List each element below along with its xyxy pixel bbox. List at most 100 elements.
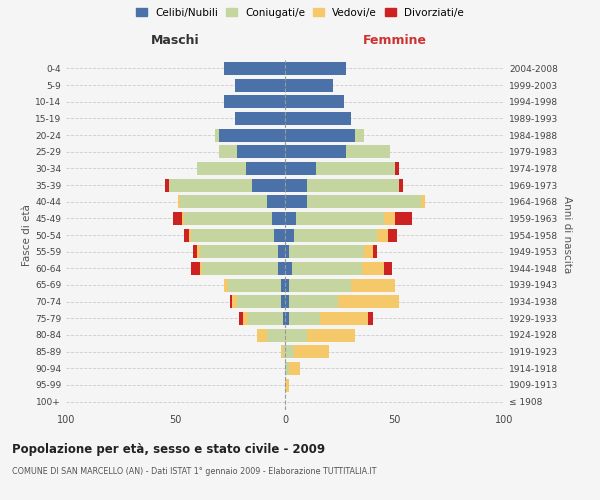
- Bar: [320, 312, 368, 325]
- Bar: [362, 262, 383, 275]
- Y-axis label: Anni di nascita: Anni di nascita: [562, 196, 572, 274]
- Bar: [193, 245, 197, 258]
- Bar: [285, 78, 333, 92]
- Bar: [285, 245, 289, 258]
- Bar: [285, 228, 294, 241]
- Bar: [257, 328, 268, 342]
- Y-axis label: Fasce di età: Fasce di età: [22, 204, 32, 266]
- Bar: [373, 245, 377, 258]
- Bar: [285, 62, 346, 75]
- Bar: [283, 312, 285, 325]
- Bar: [355, 128, 364, 141]
- Bar: [245, 162, 285, 175]
- Bar: [283, 345, 285, 358]
- Bar: [285, 262, 292, 275]
- Bar: [395, 212, 412, 225]
- Bar: [368, 312, 373, 325]
- Bar: [285, 295, 289, 308]
- Bar: [224, 62, 285, 75]
- Bar: [278, 245, 285, 258]
- Text: Femmine: Femmine: [362, 34, 427, 46]
- Bar: [307, 328, 355, 342]
- Bar: [285, 328, 307, 342]
- Bar: [289, 245, 364, 258]
- Bar: [274, 228, 285, 241]
- Bar: [289, 278, 350, 291]
- Bar: [364, 245, 373, 258]
- Bar: [232, 295, 237, 308]
- Bar: [164, 178, 169, 192]
- Bar: [191, 262, 200, 275]
- Text: COMUNE DI SAN MARCELLO (AN) - Dati ISTAT 1° gennaio 2009 - Elaborazione TUTTITAL: COMUNE DI SAN MARCELLO (AN) - Dati ISTAT…: [12, 468, 377, 476]
- Legend: Celibi/Nubili, Coniugati/e, Vedovi/e, Divorziati/e: Celibi/Nubili, Coniugati/e, Vedovi/e, Di…: [136, 8, 464, 18]
- Bar: [377, 228, 388, 241]
- Bar: [421, 195, 425, 208]
- Bar: [383, 262, 392, 275]
- Bar: [244, 312, 248, 325]
- Bar: [292, 262, 362, 275]
- Bar: [289, 312, 320, 325]
- Bar: [191, 228, 274, 241]
- Bar: [289, 295, 338, 308]
- Bar: [351, 278, 395, 291]
- Bar: [383, 212, 395, 225]
- Bar: [285, 278, 289, 291]
- Bar: [180, 195, 268, 208]
- Bar: [285, 162, 316, 175]
- Bar: [272, 212, 285, 225]
- Bar: [285, 128, 355, 141]
- Bar: [399, 178, 403, 192]
- Bar: [285, 312, 289, 325]
- Text: Maschi: Maschi: [151, 34, 200, 46]
- Bar: [346, 145, 390, 158]
- Bar: [197, 245, 200, 258]
- Bar: [307, 195, 421, 208]
- Bar: [200, 245, 278, 258]
- Bar: [188, 228, 191, 241]
- Bar: [182, 212, 184, 225]
- Bar: [197, 162, 245, 175]
- Bar: [173, 212, 182, 225]
- Bar: [202, 262, 278, 275]
- Bar: [307, 178, 399, 192]
- Bar: [285, 345, 294, 358]
- Bar: [184, 228, 188, 241]
- Bar: [316, 162, 395, 175]
- Bar: [228, 278, 281, 291]
- Bar: [252, 178, 285, 192]
- Bar: [388, 228, 397, 241]
- Bar: [268, 195, 285, 208]
- Bar: [184, 212, 272, 225]
- Bar: [294, 228, 377, 241]
- Bar: [285, 195, 307, 208]
- Bar: [338, 295, 399, 308]
- Bar: [169, 178, 252, 192]
- Bar: [220, 128, 285, 141]
- Bar: [296, 212, 383, 225]
- Bar: [248, 312, 283, 325]
- Bar: [220, 145, 237, 158]
- Bar: [285, 95, 344, 108]
- Bar: [224, 278, 228, 291]
- Bar: [281, 295, 285, 308]
- Bar: [178, 195, 180, 208]
- Bar: [285, 178, 307, 192]
- Bar: [230, 295, 232, 308]
- Bar: [395, 162, 399, 175]
- Bar: [285, 362, 289, 375]
- Bar: [268, 328, 285, 342]
- Bar: [281, 345, 283, 358]
- Bar: [285, 378, 289, 392]
- Bar: [235, 78, 285, 92]
- Bar: [285, 112, 351, 125]
- Bar: [281, 278, 285, 291]
- Bar: [278, 262, 285, 275]
- Bar: [289, 362, 301, 375]
- Bar: [239, 312, 244, 325]
- Bar: [215, 128, 220, 141]
- Bar: [224, 95, 285, 108]
- Bar: [237, 145, 285, 158]
- Bar: [200, 262, 202, 275]
- Bar: [285, 145, 346, 158]
- Bar: [294, 345, 329, 358]
